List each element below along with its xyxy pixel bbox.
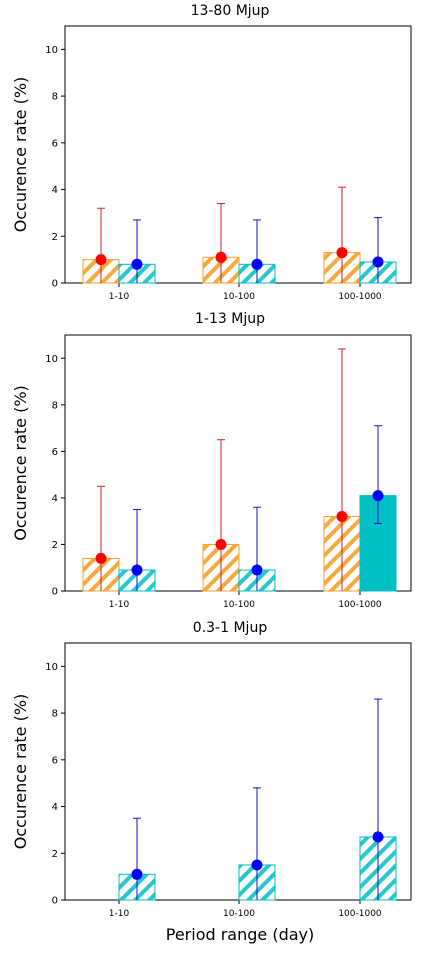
plot-frame (64, 25, 412, 284)
y-axis-title: Occurence rate (%) (11, 694, 30, 850)
y-tick-label: 0 (52, 896, 58, 907)
y-tick-label: 6 (52, 447, 58, 458)
y-axis-title: Occurence rate (%) (11, 77, 30, 233)
data-point (372, 831, 384, 843)
y-axis-title: Occurence rate (%) (11, 385, 30, 541)
data-point (372, 256, 384, 268)
data-point (251, 564, 263, 576)
x-tick-label: 100-1000 (338, 600, 382, 610)
data-point (131, 564, 143, 576)
y-tick-label: 8 (52, 400, 58, 411)
x-tick-label: 10-100 (223, 600, 255, 610)
y-tick-label: 2 (52, 849, 58, 860)
y-tick-label: 0 (52, 587, 58, 598)
x-tick-label: 1-10 (109, 292, 130, 302)
y-tick-label: 10 (45, 662, 58, 673)
y-tick-label: 6 (52, 138, 58, 149)
data-point (95, 552, 107, 564)
data-point (131, 258, 143, 270)
data-point (336, 511, 348, 523)
y-tick-label: 10 (45, 45, 58, 56)
y-tick-label: 2 (52, 540, 58, 551)
x-axis-title: Period range (day) (166, 925, 315, 944)
data-point (372, 490, 384, 502)
y-tick-label: 8 (52, 92, 58, 103)
x-tick-label: 10-100 (223, 909, 255, 919)
y-tick-label: 4 (52, 185, 58, 196)
x-tick-label: 1-10 (109, 600, 130, 610)
data-point (131, 868, 143, 880)
data-point (336, 247, 348, 259)
plot-frame (64, 642, 412, 901)
data-point (251, 258, 263, 270)
x-tick-label: 100-1000 (338, 909, 382, 919)
y-tick-label: 4 (52, 493, 58, 504)
data-point (215, 538, 227, 550)
y-tick-label: 6 (52, 755, 58, 766)
x-tick-label: 100-1000 (338, 292, 382, 302)
data-point (215, 251, 227, 263)
y-tick-label: 8 (52, 709, 58, 720)
x-tick-label: 10-100 (223, 292, 255, 302)
y-tick-label: 4 (52, 802, 58, 813)
y-tick-label: 2 (52, 232, 58, 243)
panel-title: 1-13 Mjup (195, 311, 265, 327)
y-tick-label: 10 (45, 354, 58, 365)
x-tick-label: 1-10 (109, 909, 130, 919)
panel-title: 0.3-1 Mjup (193, 620, 268, 636)
panel-title: 13-80 Mjup (191, 3, 270, 19)
y-tick-label: 0 (52, 279, 58, 290)
data-point (251, 859, 263, 871)
data-point (95, 254, 107, 266)
